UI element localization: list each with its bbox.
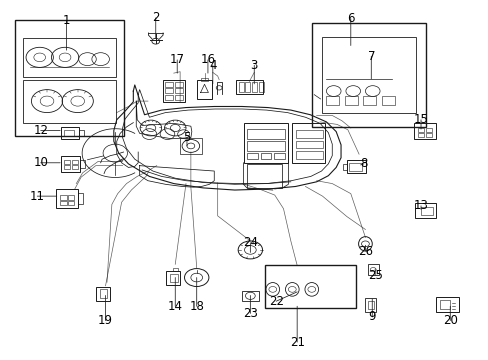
Bar: [170, 274, 177, 282]
Bar: [295, 140, 322, 148]
Bar: [245, 82, 250, 92]
Bar: [417, 133, 424, 136]
Bar: [295, 151, 322, 159]
Bar: [166, 271, 180, 285]
Bar: [96, 287, 110, 301]
Bar: [425, 128, 431, 132]
Bar: [252, 82, 257, 92]
Bar: [61, 156, 80, 172]
Bar: [15, 21, 123, 136]
Text: 13: 13: [413, 199, 427, 212]
Bar: [363, 96, 375, 105]
Text: 9: 9: [368, 310, 375, 324]
Bar: [56, 189, 78, 208]
Bar: [174, 88, 182, 93]
Text: 16: 16: [200, 53, 215, 66]
Bar: [164, 88, 172, 93]
Bar: [367, 264, 378, 275]
Bar: [348, 163, 361, 171]
Bar: [413, 123, 435, 139]
Text: 10: 10: [33, 156, 48, 169]
Bar: [274, 153, 285, 159]
Bar: [295, 130, 322, 138]
Bar: [72, 160, 78, 164]
Bar: [264, 265, 355, 309]
Text: 18: 18: [189, 300, 203, 313]
Bar: [163, 80, 184, 102]
Bar: [174, 82, 182, 87]
Text: 15: 15: [413, 113, 427, 126]
Text: 26: 26: [357, 244, 372, 257]
Bar: [417, 128, 424, 132]
Text: 25: 25: [367, 269, 382, 282]
Text: 3: 3: [250, 59, 257, 72]
Bar: [78, 193, 82, 204]
Bar: [68, 195, 74, 200]
Text: 6: 6: [346, 12, 354, 25]
Bar: [180, 138, 201, 154]
Text: 22: 22: [268, 295, 283, 308]
Text: 12: 12: [33, 124, 48, 137]
Text: 17: 17: [169, 53, 184, 66]
Bar: [344, 96, 357, 105]
Bar: [367, 301, 373, 309]
Bar: [61, 127, 79, 139]
Bar: [174, 95, 182, 100]
Text: 5: 5: [183, 131, 190, 144]
Bar: [246, 129, 285, 139]
Bar: [235, 80, 263, 94]
Bar: [238, 82, 243, 92]
Text: 23: 23: [243, 307, 257, 320]
Bar: [420, 207, 432, 215]
Bar: [326, 96, 338, 105]
Bar: [196, 80, 212, 99]
Bar: [100, 289, 107, 298]
Bar: [64, 130, 74, 136]
Bar: [72, 165, 78, 169]
Bar: [22, 80, 116, 123]
Text: 19: 19: [98, 314, 113, 327]
Text: 20: 20: [442, 314, 457, 327]
Bar: [311, 23, 425, 127]
Bar: [414, 203, 435, 218]
Text: 14: 14: [167, 300, 183, 313]
Text: 8: 8: [360, 157, 367, 170]
Bar: [22, 38, 116, 77]
Text: 7: 7: [367, 50, 374, 63]
Bar: [164, 82, 172, 87]
Bar: [79, 130, 84, 136]
Bar: [64, 160, 70, 164]
Bar: [259, 82, 264, 92]
Bar: [60, 201, 66, 205]
Text: 1: 1: [62, 14, 70, 27]
Text: 4: 4: [209, 59, 216, 72]
Bar: [343, 163, 346, 170]
Bar: [80, 160, 85, 168]
Bar: [260, 153, 271, 159]
Bar: [435, 297, 458, 312]
Bar: [381, 96, 394, 105]
Bar: [200, 78, 208, 81]
Bar: [292, 123, 325, 163]
Bar: [246, 163, 282, 188]
Bar: [172, 268, 177, 271]
Bar: [68, 201, 74, 205]
Bar: [246, 153, 257, 159]
Bar: [241, 291, 259, 301]
Text: 21: 21: [289, 336, 304, 348]
Text: 24: 24: [243, 236, 257, 249]
Bar: [346, 160, 366, 173]
Bar: [365, 298, 375, 312]
Text: 2: 2: [152, 12, 159, 24]
Bar: [439, 300, 449, 309]
Bar: [60, 195, 66, 200]
Bar: [64, 165, 70, 169]
Bar: [164, 95, 172, 100]
Bar: [246, 140, 285, 150]
Bar: [243, 123, 288, 163]
Bar: [425, 133, 431, 136]
Text: 11: 11: [30, 190, 45, 203]
Bar: [321, 37, 415, 113]
